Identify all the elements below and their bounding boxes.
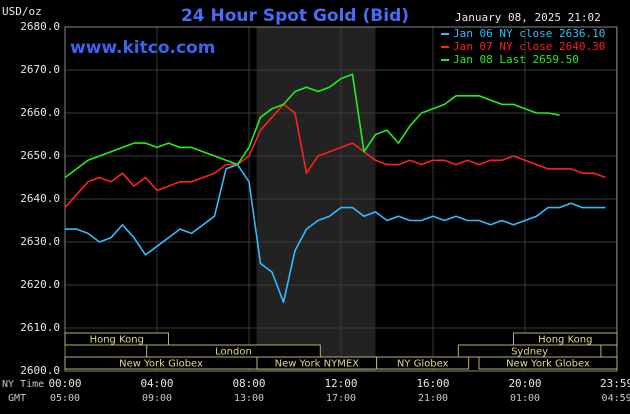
session-label: London [215, 347, 252, 358]
x2-tick-label: 13:00 [234, 393, 264, 404]
x-axis-label: NY Time [2, 379, 44, 390]
y-tick-label: 2670.0 [20, 63, 60, 76]
chart-title: 24 Hour Spot Gold (Bid) [181, 6, 409, 26]
y-tick-label: 2660.0 [20, 106, 60, 119]
session-label: New York NYMEX [275, 359, 360, 370]
x2-tick-label: 01:00 [510, 393, 540, 404]
x2-tick-label: 05:00 [50, 393, 80, 404]
session-box [376, 356, 470, 370]
legend-label: Jan 07 NY close 2640.30 [453, 40, 605, 53]
y-axis-label: USD/oz [2, 5, 42, 18]
x-tick-label: 20:00 [508, 377, 541, 390]
session-label: NY Globex [397, 359, 449, 370]
y-tick-label: 2640.0 [20, 192, 60, 205]
session-label: New York Globex [119, 359, 203, 370]
price-line [64, 103, 606, 209]
y-tick-label: 2650.0 [20, 149, 60, 162]
session-box [64, 332, 169, 346]
y-tick-label: 2610.0 [20, 321, 60, 334]
x2-tick-label: 17:00 [326, 393, 356, 404]
session-label: New York Globex [506, 359, 590, 370]
date-label: January 08, 2025 21:02 [455, 11, 601, 24]
session-box [513, 332, 618, 346]
legend-label: Jan 08 Last 2659.50 [453, 53, 579, 66]
y-tick-label: 2630.0 [20, 235, 60, 248]
y-tick-label: 2680.0 [20, 20, 60, 33]
x-tick-label: 16:00 [416, 377, 449, 390]
x2-tick-label: 09:00 [142, 393, 172, 404]
x-tick-label: 00:00 [48, 377, 81, 390]
session-label: Hong Kong [90, 335, 144, 346]
x-tick-label: 04:00 [140, 377, 173, 390]
session-label: Sydney [511, 347, 548, 358]
y-tick-label: 2600.0 [20, 364, 60, 377]
price-line [65, 163, 606, 303]
plot-border [64, 26, 618, 372]
price-line [64, 73, 560, 179]
x2-axis-label: GMT [8, 393, 26, 404]
x-tick-label: 23:59 [600, 377, 630, 390]
subtitle: www.kitco.com [70, 38, 215, 58]
x-tick-label: 12:00 [324, 377, 357, 390]
x-tick-label: 08:00 [232, 377, 265, 390]
x2-tick-label: 21:00 [418, 393, 448, 404]
session-box [478, 356, 618, 370]
y-tick-label: 2620.0 [20, 278, 60, 291]
x2-tick-label: 04:59 [602, 393, 630, 404]
session-label: Hong Kong [538, 335, 592, 346]
legend-label: Jan 06 NY close 2636.10 [453, 27, 605, 40]
